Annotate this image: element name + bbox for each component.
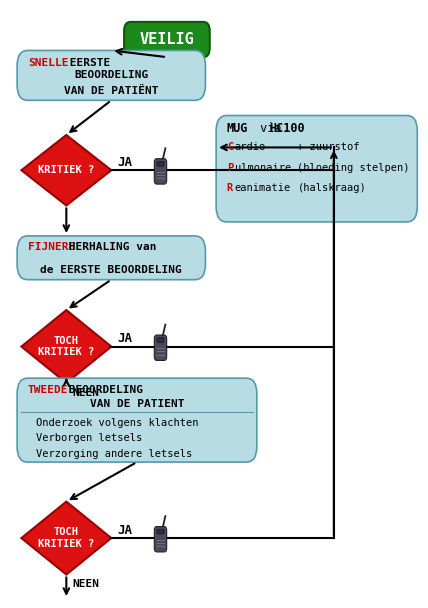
FancyBboxPatch shape [157,338,164,342]
Text: BEOORDELING: BEOORDELING [74,71,149,80]
Text: NEEN: NEEN [73,388,100,398]
Text: Onderzoek volgens klachten: Onderzoek volgens klachten [36,418,199,427]
FancyBboxPatch shape [17,50,205,100]
Text: Verzorging andere letsels: Verzorging andere letsels [36,449,193,459]
Text: BEOORDELING: BEOORDELING [62,385,143,395]
Text: eanimatie: eanimatie [235,184,291,193]
Text: (halskraag): (halskraag) [297,184,366,193]
FancyBboxPatch shape [155,335,166,361]
Text: SNELLE: SNELLE [28,58,68,67]
Text: VEILIG: VEILIG [140,32,194,47]
FancyBboxPatch shape [124,22,210,57]
Text: JA: JA [118,332,133,345]
Text: NEEN: NEEN [73,579,100,589]
Text: JA: JA [118,156,133,169]
Text: HC100: HC100 [270,122,305,136]
Text: R: R [227,184,233,193]
FancyBboxPatch shape [157,162,164,166]
FancyBboxPatch shape [155,159,166,184]
Text: MUG: MUG [227,122,248,136]
FancyBboxPatch shape [17,378,257,462]
Text: via: via [253,122,288,136]
Text: Verborgen letsels: Verborgen letsels [36,434,143,443]
Text: HERHALING van: HERHALING van [62,242,157,252]
Text: VAN DE PATIËNT: VAN DE PATIËNT [64,86,158,95]
FancyBboxPatch shape [17,236,205,280]
Text: C: C [227,142,233,152]
Text: EERSTE: EERSTE [63,58,110,67]
Text: JA: JA [118,523,133,537]
Polygon shape [21,310,111,383]
Text: TOCH
KRITIEK ?: TOCH KRITIEK ? [38,527,95,549]
FancyBboxPatch shape [157,530,164,534]
Text: ulmonaire: ulmonaire [235,163,291,173]
FancyBboxPatch shape [216,116,417,222]
Text: KRITIEK ?: KRITIEK ? [38,165,95,175]
Text: TWEEDE: TWEEDE [28,385,68,395]
Text: + zuurstof: + zuurstof [297,142,360,152]
Text: FIJNERE: FIJNERE [28,242,75,252]
Polygon shape [21,502,111,575]
Text: de EERSTE BEOORDELING: de EERSTE BEOORDELING [40,265,182,275]
Text: VAN DE PATIENT: VAN DE PATIENT [90,399,184,409]
Text: (bloeding stelpen): (bloeding stelpen) [297,163,410,173]
Text: TOCH
KRITIEK ?: TOCH KRITIEK ? [38,336,95,358]
Polygon shape [21,135,111,206]
Text: ardio: ardio [235,142,266,152]
FancyBboxPatch shape [155,527,166,552]
Text: P: P [227,163,233,173]
